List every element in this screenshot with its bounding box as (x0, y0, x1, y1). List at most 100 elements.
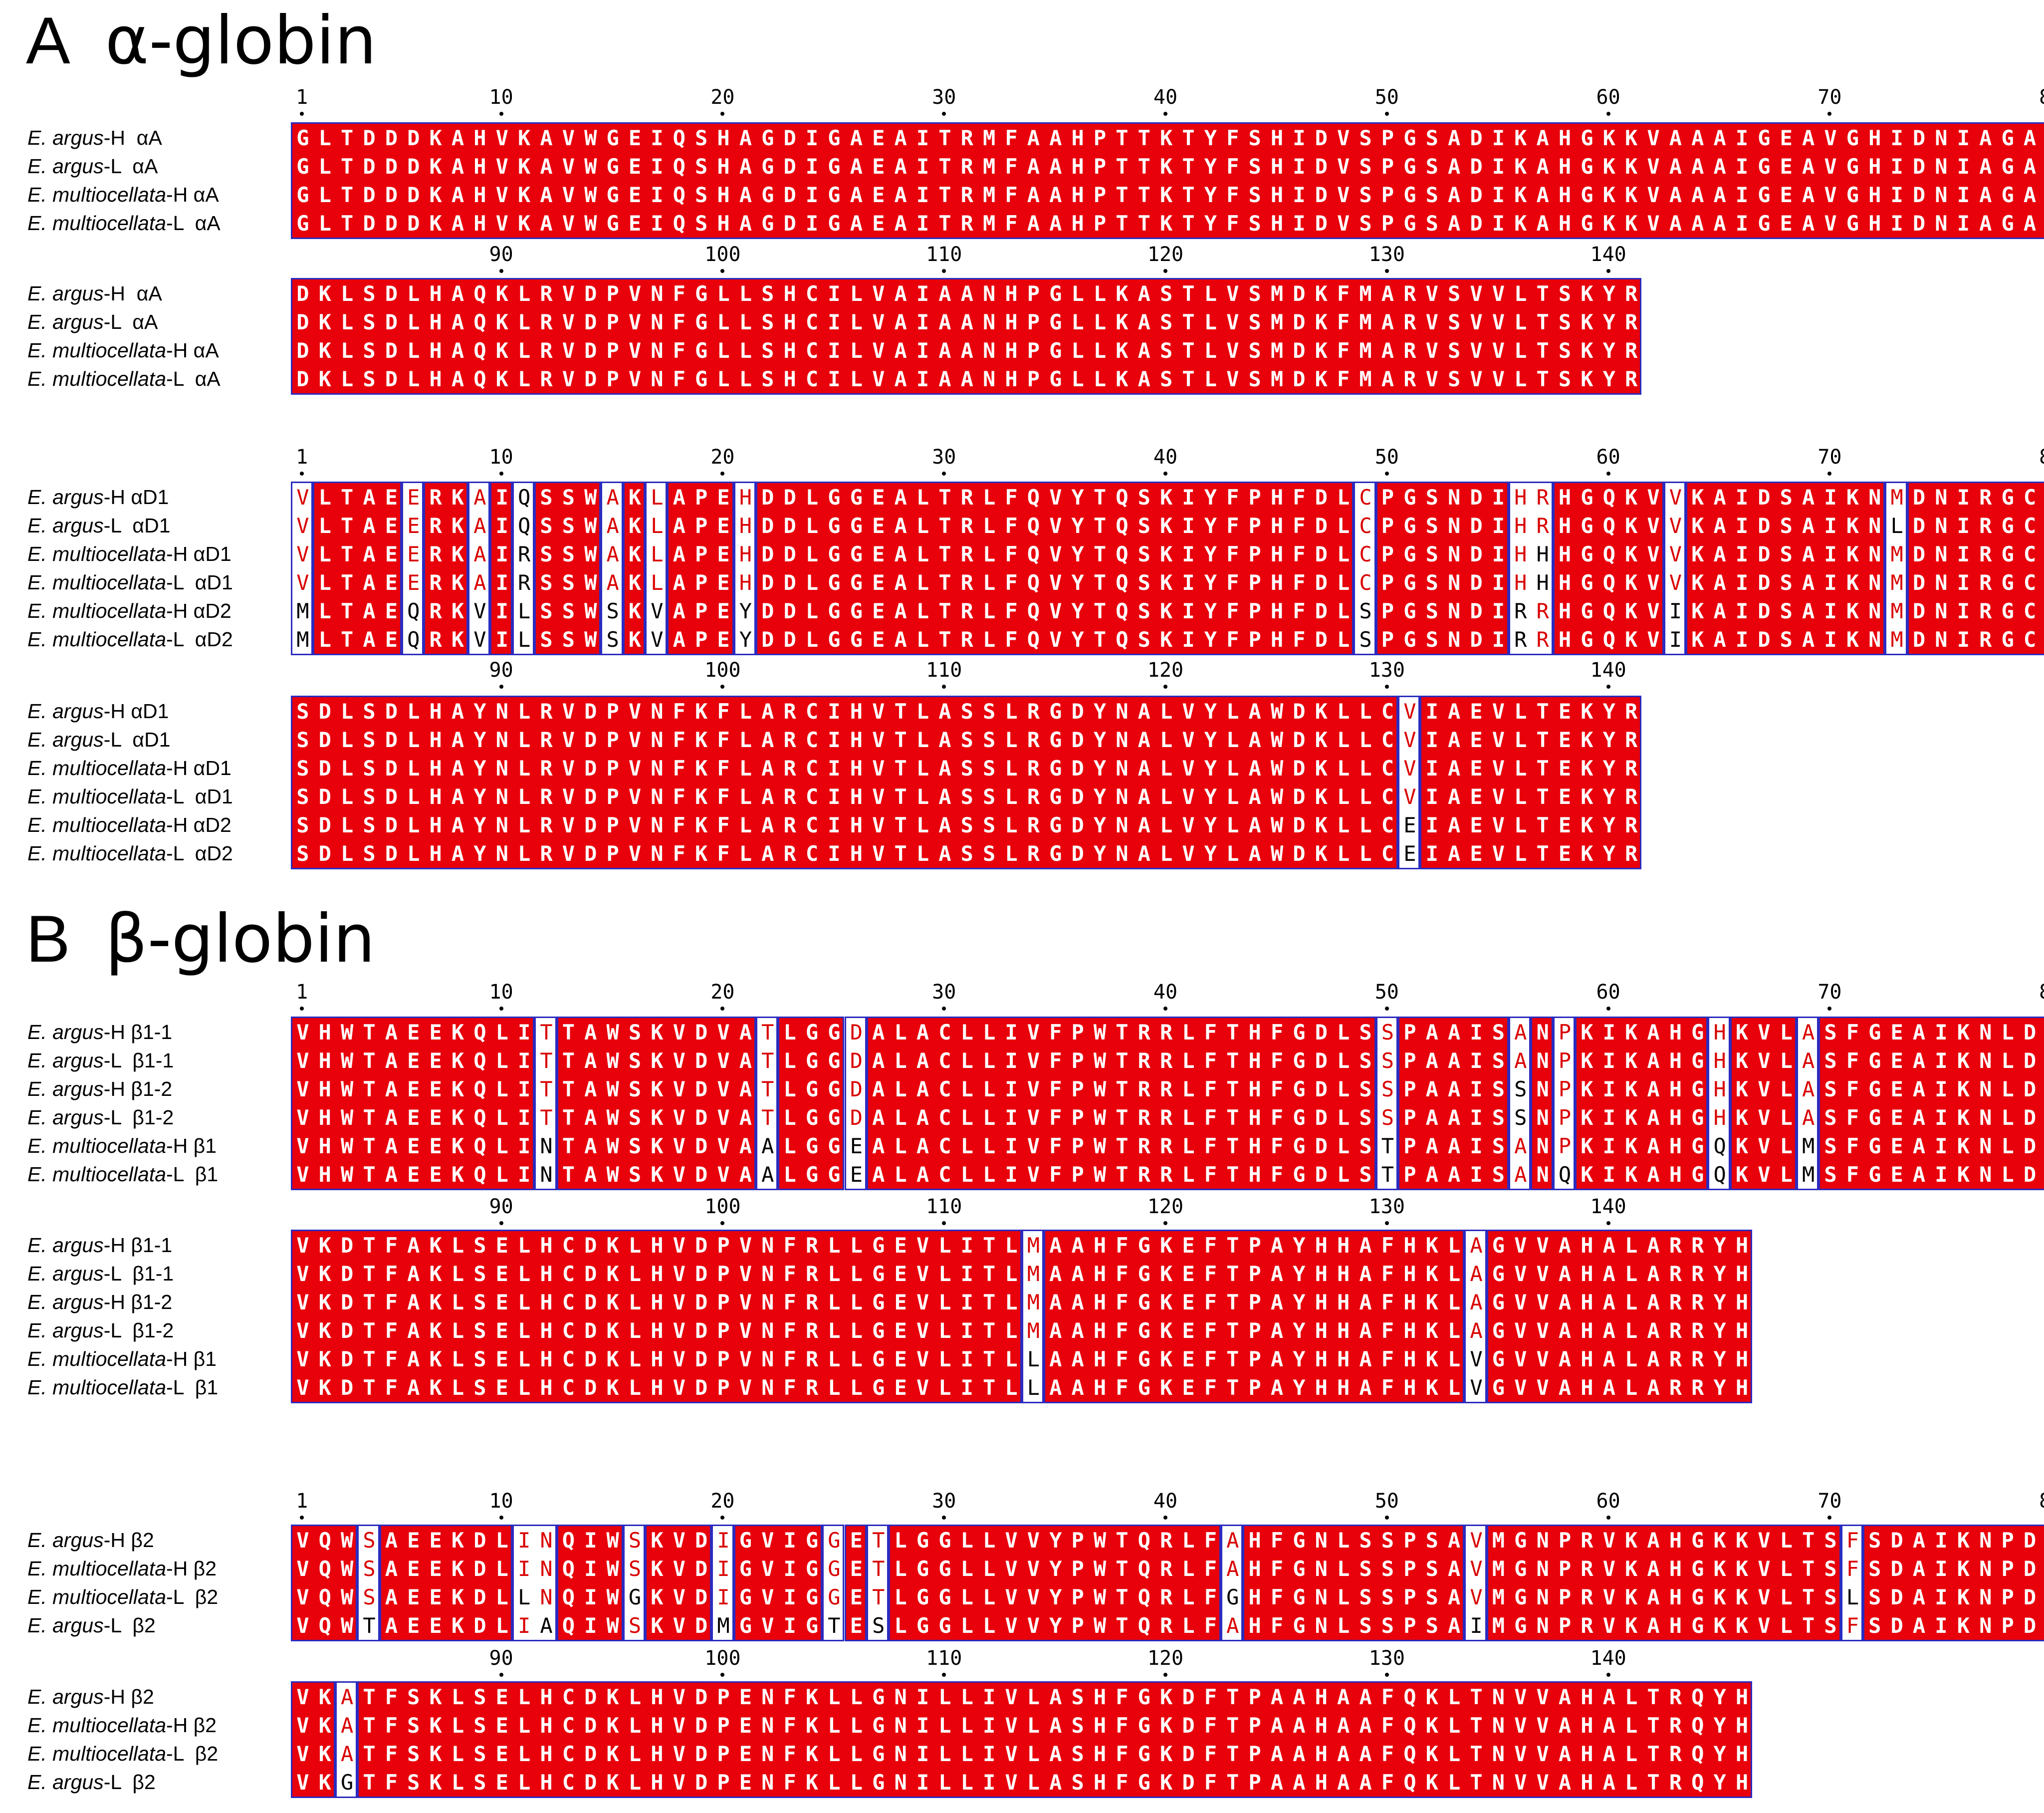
residue: I (1182, 485, 1195, 510)
ruler-number: 90 (489, 1195, 513, 1218)
residue: F (1270, 1048, 1284, 1073)
residue: A (1337, 1685, 1350, 1709)
residue: F (1116, 1713, 1129, 1738)
residue: A (739, 211, 752, 236)
residue: F (673, 367, 685, 391)
gene-suffix: -L β1 (166, 1163, 219, 1186)
residue: S (761, 338, 774, 363)
residue: L (517, 1318, 531, 1343)
residue: D (407, 126, 420, 150)
residue: C (805, 756, 819, 780)
residue: T (1226, 1318, 1239, 1343)
residue: I (783, 1528, 796, 1553)
ruler-number: 60 (1596, 86, 1620, 109)
residue: R (960, 599, 973, 623)
residue: L (1182, 1613, 1195, 1638)
residue: V (562, 126, 575, 150)
residue: T (1182, 154, 1195, 179)
residue: A (1713, 183, 1726, 207)
residue: V (628, 813, 642, 837)
residue: H (1669, 1048, 1682, 1073)
residue: A (739, 1077, 752, 1101)
residue: L (1071, 367, 1084, 391)
residue: A (451, 728, 464, 752)
residue: L (1182, 1556, 1195, 1581)
residue: K (517, 211, 531, 236)
residue: V (296, 1105, 309, 1130)
residue: Y (1093, 813, 1107, 837)
residue: G (1514, 1556, 1527, 1581)
ruler-tick (499, 1516, 503, 1520)
residue: I (651, 126, 664, 150)
gene-suffix: -H β1-1 (103, 1234, 173, 1257)
residue: D (296, 310, 309, 334)
residue: E (429, 1585, 442, 1609)
residue: A (1447, 1134, 1461, 1158)
residue: V (673, 1134, 685, 1158)
residue: F (673, 699, 685, 724)
residue: N (1979, 1556, 1992, 1581)
residue: A (540, 154, 553, 179)
residue: D (695, 1685, 708, 1709)
residue: L (318, 154, 331, 179)
residue: K (451, 1105, 464, 1130)
residue: A (761, 841, 774, 866)
residue: G (1137, 1318, 1150, 1343)
residue: K (1624, 599, 1638, 623)
conserved-block (1575, 1017, 1708, 1190)
residue: D (584, 281, 597, 306)
residue: Q (318, 1528, 331, 1553)
residue: K (1425, 1770, 1438, 1795)
residue: L (517, 1770, 531, 1795)
residue: G (1403, 599, 1416, 623)
residue: T (872, 1556, 885, 1581)
ruler-tick (1384, 1516, 1389, 1520)
residue: V (872, 367, 885, 391)
residue: D (695, 1347, 708, 1371)
residue: V (473, 627, 486, 652)
residue: Q (473, 338, 486, 363)
residue: S (1492, 1020, 1505, 1044)
residue: V (1403, 784, 1416, 809)
residue: Q (407, 627, 420, 652)
residue: A (739, 1020, 752, 1044)
residue: F (1049, 1162, 1062, 1187)
residue: A (1447, 126, 1461, 150)
residue: G (1049, 699, 1062, 724)
residue: I (1492, 542, 1505, 566)
residue: E (850, 1134, 863, 1158)
residue: K (1846, 599, 1859, 623)
residue: A (407, 1290, 420, 1314)
residue: R (1581, 1556, 1593, 1581)
residue: T (1226, 1347, 1239, 1371)
residue: V (673, 1742, 685, 1766)
residue: K (1160, 542, 1173, 566)
residue: G (828, 1020, 841, 1044)
residue: A (407, 1318, 420, 1343)
residue: P (717, 1742, 730, 1766)
residue: L (318, 514, 331, 538)
residue: V (1492, 310, 1505, 334)
residue: N (761, 1318, 774, 1343)
residue: K (1624, 154, 1638, 179)
residue: F (1226, 154, 1239, 179)
residue: V (717, 1162, 730, 1187)
residue: A (1802, 1048, 1815, 1073)
residue: P (717, 1713, 730, 1738)
residue: A (451, 310, 464, 334)
residue: R (1027, 813, 1040, 837)
residue: V (1049, 627, 1062, 652)
residue: N (651, 728, 664, 752)
residue: W (584, 183, 597, 207)
residue: L (1624, 1347, 1638, 1371)
residue: D (2023, 1585, 2037, 1609)
residue: L (828, 1262, 841, 1286)
residue: N (1979, 1020, 1992, 1044)
residue: G (2001, 154, 2014, 179)
residue: S (982, 784, 996, 809)
residue: Y (1093, 699, 1107, 724)
residue: A (1713, 570, 1726, 595)
residue: E (407, 542, 420, 566)
residue: S (473, 1347, 486, 1371)
residue: V (1647, 211, 1660, 236)
